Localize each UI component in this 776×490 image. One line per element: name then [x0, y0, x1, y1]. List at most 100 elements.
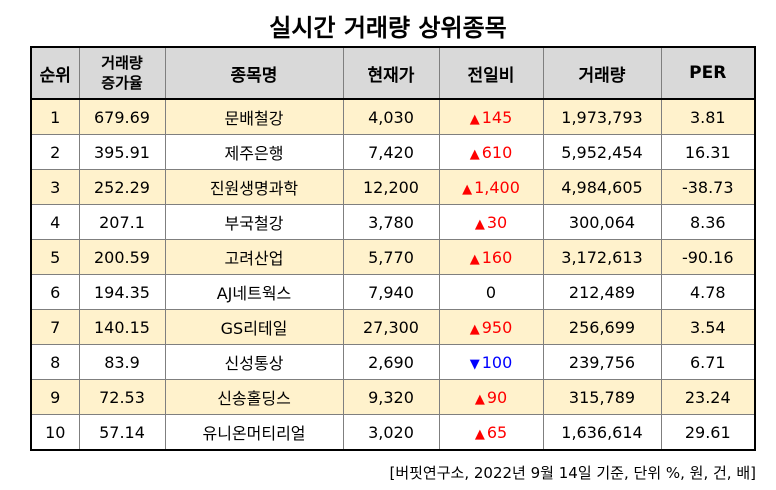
rank-cell: 5: [30, 239, 80, 275]
rank-cell: 1: [30, 98, 80, 135]
volume-cell: 256,699: [542, 309, 662, 345]
volume-increase-cell: 57.14: [78, 414, 166, 451]
stock-name-cell: 신송홀딩스: [164, 379, 344, 415]
volume-cell: 212,489: [542, 274, 662, 310]
volume-increase-cell: 200.59: [78, 239, 166, 275]
stock-name-cell: 신성통상: [164, 344, 344, 380]
volume-cell: 300,064: [542, 204, 662, 240]
current-price-cell: 3,020: [342, 414, 440, 451]
volume-increase-cell: 72.53: [78, 379, 166, 415]
up-triangle-icon: ▲: [474, 391, 485, 407]
current-price-cell: 2,690: [342, 344, 440, 380]
per-cell: 3.54: [660, 309, 756, 345]
down-triangle-icon: ▼: [469, 356, 480, 372]
header-change: 전일비: [438, 46, 544, 100]
table-row: 9 72.53 신송홀딩스 9,320 ▲ 90 315,789 23.24: [30, 379, 756, 415]
table-body: 1 679.69 문배철강 4,030 ▲ 145 1,973,793 3.81 2 395.91…: [30, 98, 756, 451]
change-cell: ▲ 610: [438, 134, 544, 170]
table-row: 5 200.59 고려산업 5,770 ▲ 160 3,172,613 -90.16: [30, 239, 756, 275]
change-cell: ▲ 65: [438, 414, 544, 451]
change-value: 90: [486, 387, 508, 407]
stock-name-cell: 진원생명과학: [164, 169, 344, 205]
header-volume-increase-line1: 거래량: [101, 54, 143, 72]
volume-cell: 1,636,614: [542, 414, 662, 451]
current-price-cell: 5,770: [342, 239, 440, 275]
header-volume: 거래량: [542, 46, 662, 100]
per-cell: 29.61: [660, 414, 756, 451]
change-cell: ▲ 1,400: [438, 169, 544, 205]
volume-increase-cell: 252.29: [78, 169, 166, 205]
change-cell: ▲ 160: [438, 239, 544, 275]
stock-name-cell: 유니온머티리얼: [164, 414, 344, 451]
table-row: 3 252.29 진원생명과학 12,200 ▲ 1,400 4,984,605 -38.73: [30, 169, 756, 205]
current-price-cell: 7,940: [342, 274, 440, 310]
table-row: 6 194.35 AJ네트웍스 7,940 0 212,489 4.78: [30, 274, 756, 310]
table-row: 8 83.9 신성통상 2,690 ▼ 100 239,756 6.71: [30, 344, 756, 380]
stock-name-cell: 부국철강: [164, 204, 344, 240]
stock-name-cell: 고려산업: [164, 239, 344, 275]
table-row: 10 57.14 유니온머티리얼 3,020 ▲ 65 1,636,614 29.61: [30, 414, 756, 451]
per-cell: -38.73: [660, 169, 756, 205]
table-row: 2 395.91 제주은행 7,420 ▲ 610 5,952,454 16.31: [30, 134, 756, 170]
table-row: 4 207.1 부국철강 3,780 ▲ 30 300,064 8.36: [30, 204, 756, 240]
current-price-cell: 12,200: [342, 169, 440, 205]
rank-cell: 3: [30, 169, 80, 205]
volume-increase-cell: 140.15: [78, 309, 166, 345]
per-cell: 4.78: [660, 274, 756, 310]
change-value: 100: [481, 352, 513, 372]
stock-name-cell: 제주은행: [164, 134, 344, 170]
volume-cell: 4,984,605: [542, 169, 662, 205]
rank-cell: 6: [30, 274, 80, 310]
current-price-cell: 4,030: [342, 98, 440, 135]
per-cell: 6.71: [660, 344, 756, 380]
current-price-cell: 9,320: [342, 379, 440, 415]
change-value: 145: [481, 107, 513, 127]
change-value: 65: [486, 422, 508, 442]
volume-cell: 239,756: [542, 344, 662, 380]
volume-cell: 315,789: [542, 379, 662, 415]
page-title: 실시간 거래량 상위종목: [269, 14, 507, 42]
volume-increase-cell: 207.1: [78, 204, 166, 240]
up-triangle-icon: ▲: [469, 111, 480, 127]
up-triangle-icon: ▲: [469, 251, 480, 267]
per-cell: -90.16: [660, 239, 756, 275]
change-cell: ▲ 90: [438, 379, 544, 415]
header-volume-increase-line2: 증가율: [101, 74, 143, 92]
rank-cell: 2: [30, 134, 80, 170]
table-header-row: 순위 거래량 증가율 종목명 현재가 전일비 거래량 PER: [30, 46, 756, 100]
change-value: 950: [481, 317, 513, 337]
change-cell: 0: [438, 274, 544, 310]
current-price-cell: 7,420: [342, 134, 440, 170]
rank-cell: 7: [30, 309, 80, 345]
change-cell: ▲ 145: [438, 98, 544, 135]
stock-name-cell: AJ네트웍스: [164, 274, 344, 310]
change-value: 160: [481, 247, 513, 267]
up-triangle-icon: ▲: [469, 146, 480, 162]
change-cell: ▲ 30: [438, 204, 544, 240]
per-cell: 3.81: [660, 98, 756, 135]
change-cell: ▲ 950: [438, 309, 544, 345]
current-price-cell: 27,300: [342, 309, 440, 345]
volume-increase-cell: 395.91: [78, 134, 166, 170]
header-rank: 순위: [30, 46, 80, 100]
header-volume-increase: 거래량 증가율: [78, 46, 166, 100]
rank-cell: 4: [30, 204, 80, 240]
up-triangle-icon: ▲: [469, 321, 480, 337]
volume-increase-cell: 679.69: [78, 98, 166, 135]
header-stock-name: 종목명: [164, 46, 344, 100]
volume-ranking-table: 순위 거래량 증가율 종목명 현재가 전일비 거래량 PER 1 679.69 문배…: [30, 46, 756, 451]
table-row: 7 140.15 GS리테일 27,300 ▲ 950 256,699 3.54: [30, 309, 756, 345]
header-current-price: 현재가: [342, 46, 440, 100]
volume-increase-cell: 83.9: [78, 344, 166, 380]
volume-cell: 3,172,613: [542, 239, 662, 275]
rank-cell: 10: [30, 414, 80, 451]
source-footnote: [버핏연구소, 2022년 9월 14일 기준, 단위 %, 원, 건, 배]: [389, 464, 756, 482]
per-cell: 23.24: [660, 379, 756, 415]
volume-cell: 1,973,793: [542, 98, 662, 135]
up-triangle-icon: ▲: [474, 426, 485, 442]
per-cell: 16.31: [660, 134, 756, 170]
up-triangle-icon: ▲: [474, 216, 485, 232]
change-value: 0: [485, 282, 497, 302]
stock-name-cell: GS리테일: [164, 309, 344, 345]
current-price-cell: 3,780: [342, 204, 440, 240]
